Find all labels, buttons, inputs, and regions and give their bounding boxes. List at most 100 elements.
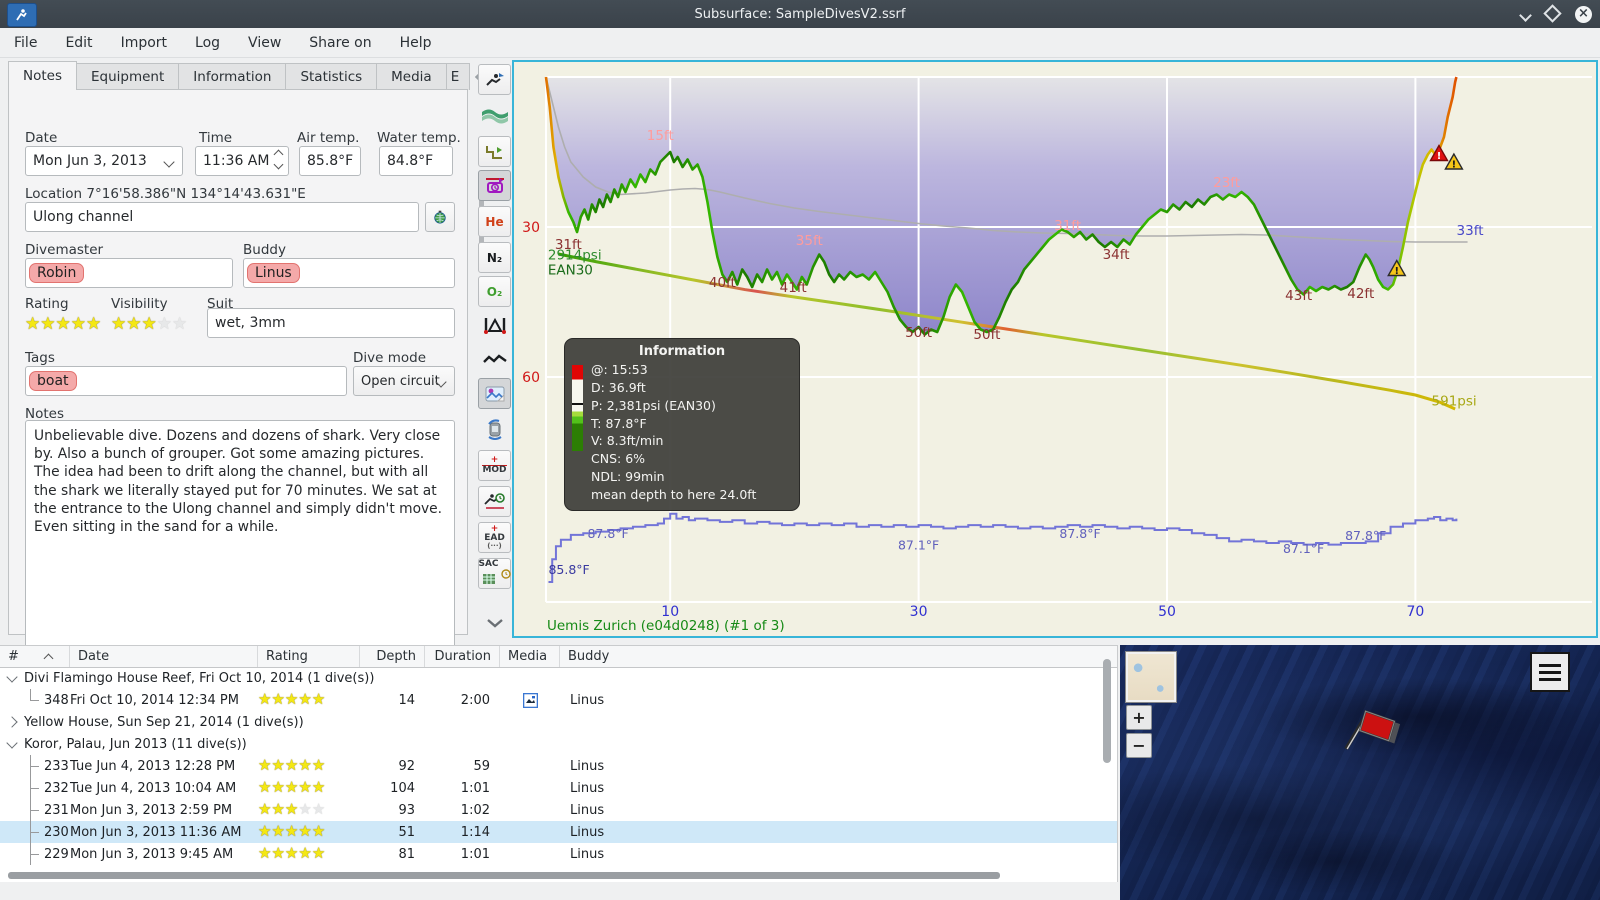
nitrogen-toggle[interactable]: N₂ (478, 242, 511, 273)
menu-item-view[interactable]: View (248, 34, 282, 51)
menu-item-file[interactable]: File (14, 34, 38, 51)
diver-flag-icon[interactable] (478, 64, 511, 95)
tab-e[interactable]: E (445, 63, 470, 90)
column-header-duration[interactable]: Duration (425, 646, 500, 667)
map-zoom-in-button[interactable]: + (1126, 705, 1152, 730)
column-header-rating[interactable]: Rating (258, 646, 360, 667)
dive-flag-marker[interactable] (1335, 700, 1405, 760)
close-icon[interactable]: × (1575, 5, 1592, 23)
media-photo-icon[interactable] (522, 692, 538, 708)
danger-triangle-icon[interactable]: ! (1429, 144, 1449, 163)
divemode-label: Dive mode (353, 350, 427, 366)
tree-branch (30, 755, 42, 777)
dive-row-348[interactable]: 348 Fri Oct 10, 2014 12:34 PM ★★★★★ 14 2:00 L… (0, 689, 1117, 711)
column-header-depth[interactable]: Depth (360, 646, 425, 667)
ead-toggle[interactable]: + EAD (···) (478, 522, 511, 553)
buddy-input[interactable]: Linus (243, 258, 455, 288)
trip-row[interactable]: Koror, Palau, Jun 2013 (11 dive(s)) (0, 733, 1117, 755)
tab-equipment[interactable]: Equipment (76, 63, 180, 90)
dive-buddy: Linus (570, 780, 605, 796)
tag-chip[interactable]: boat (29, 371, 77, 391)
star-empty-icon: ★ (172, 314, 188, 334)
depth-label: 43ft (1285, 288, 1312, 304)
tooltip-title: Information (638, 344, 726, 359)
column-header-media[interactable]: Media (500, 646, 560, 667)
expand-trip-icon[interactable] (6, 716, 18, 728)
dive-row-232[interactable]: 232 Tue Jun 4, 2013 10:04 AM ★★★★★ 104 1:01 L… (0, 777, 1117, 799)
trip-row[interactable]: Divi Flamingo House Reef, Fri Oct 10, 20… (0, 667, 1117, 689)
menu-item-import[interactable]: Import (120, 34, 168, 51)
map-menu-button[interactable] (1530, 652, 1570, 692)
warning-triangle-icon[interactable]: ! (1387, 259, 1407, 278)
location-input[interactable]: Ulong channel (25, 202, 419, 232)
tree-branch (30, 689, 42, 711)
tab-information[interactable]: Information (178, 63, 287, 90)
dive-row-231[interactable]: 231 Mon Jun 3, 2013 2:59 PM ★★★★★ 93 1:02 Lin… (0, 799, 1117, 821)
tab-statistics[interactable]: Statistics (285, 63, 378, 90)
heartrate-icon[interactable] (478, 344, 511, 375)
menu-item-share-on[interactable]: Share on (309, 34, 372, 51)
column-header-buddy[interactable]: Buddy (568, 649, 610, 664)
depth-steps-icon[interactable] (478, 136, 511, 167)
tab-notes[interactable]: Notes (8, 61, 77, 90)
suit-input[interactable]: wet, 3mm (207, 308, 455, 338)
menu-item-log[interactable]: Log (195, 34, 221, 51)
watertemp-field[interactable]: 84.8°F (379, 146, 453, 176)
column-header-num[interactable]: # (0, 646, 70, 667)
information-tooltip[interactable]: Information @: 15:53 D: 36.9ft P: 2,381psi… (564, 338, 800, 512)
waves-icon[interactable] (478, 100, 511, 131)
mod-label: MOD (482, 465, 507, 475)
dive-row-229[interactable]: 229 Mon Jun 3, 2013 9:45 AM ★★★★★ 81 1:01 Lin… (0, 843, 1117, 865)
depth-label: 33ft (1457, 223, 1484, 239)
photos-icon[interactable] (478, 378, 511, 409)
column-header-date[interactable]: Date (70, 646, 258, 667)
dive-list-horizontal-scrollbar[interactable] (8, 872, 1000, 879)
dive-depth: 104 (390, 780, 415, 796)
dive-row-230[interactable]: 230 Mon Jun 3, 2013 11:36 AM ★★★★★ 51 1:14 Li… (0, 821, 1117, 843)
visibility-stars[interactable]: ★★★★★ (111, 314, 187, 333)
trip-row[interactable]: Yellow House, Sun Sep 21, 2014 (1 dive(s… (0, 711, 1117, 733)
dive-list-vertical-scrollbar[interactable] (1103, 659, 1111, 763)
dive-profile-chart[interactable]: 15ft 31ft 35ft 40ft 41ft 50ft 50ft 31ft 34ft 23ft… (512, 60, 1598, 638)
star-empty-icon: ★ (156, 314, 172, 334)
minimap-thumbnail[interactable] (1125, 651, 1177, 703)
star-filled-icon: ★ (311, 778, 326, 796)
tab-media[interactable]: Media (376, 63, 447, 90)
warning-triangle-icon[interactable]: ! (1444, 152, 1464, 171)
notes-textarea[interactable]: Unbelievable dive. Dozens and dozens of … (25, 420, 455, 650)
divemaster-chip[interactable]: Robin (29, 263, 85, 283)
collapse-chevron-icon[interactable] (478, 607, 511, 638)
collapse-trip-icon[interactable] (6, 670, 18, 683)
diver-clock-icon[interactable] (478, 486, 511, 517)
sac-toggle[interactable]: SAC (478, 558, 511, 589)
dive-site-map[interactable]: + − (1120, 645, 1600, 900)
menu-item-edit[interactable]: Edit (65, 34, 93, 51)
minimize-icon[interactable] (1519, 5, 1532, 24)
tags-label: Tags (25, 350, 55, 366)
tree-branch (30, 821, 42, 843)
dive-number: 230 (44, 824, 69, 840)
tags-input[interactable]: boat (25, 366, 347, 396)
divemaster-input[interactable]: Robin (25, 258, 233, 288)
geolocate-button[interactable] (425, 202, 455, 232)
buddy-chip[interactable]: Linus (247, 263, 300, 283)
time-spinbox[interactable]: 11:36 AM (195, 146, 289, 176)
dive-row-233[interactable]: 233 Tue Jun 4, 2013 12:28 PM ★★★★★ 92 59 Linu… (0, 755, 1117, 777)
date-combobox[interactable]: Mon Jun 3, 2013 (25, 146, 183, 176)
ceiling-clock-icon[interactable] (478, 170, 511, 201)
star-filled-icon: ★ (284, 844, 299, 862)
rating-stars[interactable]: ★★★★★ (25, 314, 101, 333)
divemode-select[interactable]: Open circuit (353, 366, 455, 396)
maximize-icon[interactable] (1543, 3, 1562, 24)
mod-toggle[interactable]: + MOD (478, 450, 511, 481)
map-zoom-out-button[interactable]: − (1126, 733, 1152, 758)
menu-item-help[interactable]: Help (399, 34, 432, 51)
oxygen-toggle[interactable]: O₂ (478, 276, 511, 307)
time-spinner-arrows[interactable] (273, 149, 284, 170)
collapse-trip-icon[interactable] (6, 736, 18, 749)
dive-computer-icon[interactable] (478, 414, 511, 445)
depth-label: 31ft (1054, 218, 1081, 234)
ruler-delta-icon[interactable] (478, 310, 511, 341)
airtemp-field[interactable]: 85.8°F (299, 146, 361, 176)
helium-toggle[interactable]: He (478, 206, 511, 237)
